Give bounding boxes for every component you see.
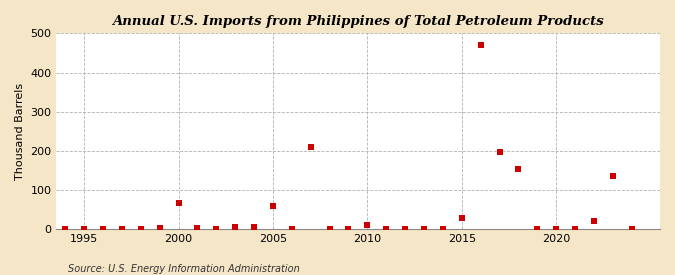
Point [211,226,221,231]
Point [362,222,373,227]
Point [437,227,448,232]
Point [267,204,278,208]
Point [626,227,637,232]
Point [248,225,259,230]
Point [513,166,524,171]
Point [173,200,184,205]
Text: Source: U.S. Energy Information Administration: Source: U.S. Energy Information Administ… [68,264,299,274]
Point [324,227,335,232]
Point [551,227,562,232]
Point [381,227,392,232]
Point [155,226,165,230]
Point [475,43,486,47]
Point [494,150,505,154]
Point [192,226,203,230]
Point [79,227,90,231]
Point [343,227,354,232]
Point [305,145,316,149]
Title: Annual U.S. Imports from Philippines of Total Petroleum Products: Annual U.S. Imports from Philippines of … [112,15,604,28]
Point [400,227,410,232]
Point [136,226,146,231]
Point [117,226,128,231]
Point [60,227,71,232]
Point [570,227,580,232]
Point [230,225,240,230]
Point [532,227,543,232]
Point [456,215,467,220]
Point [286,227,297,232]
Point [98,226,109,231]
Point [41,227,52,232]
Point [589,219,599,224]
Y-axis label: Thousand Barrels: Thousand Barrels [15,83,25,180]
Point [418,227,429,232]
Point [608,174,618,179]
